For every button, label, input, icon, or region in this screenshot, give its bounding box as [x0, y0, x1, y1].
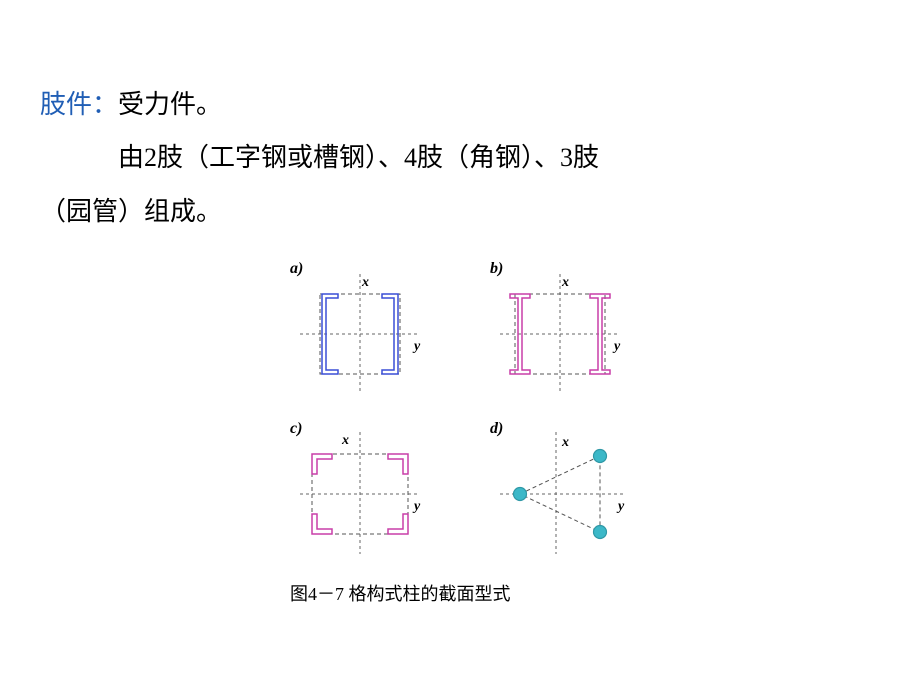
- heading-line-2: 由2肢（工字钢或槽钢）、4肢（角钢）、3肢: [40, 133, 880, 182]
- axis-label-y: y: [612, 339, 621, 354]
- axis-label-y: y: [412, 499, 421, 514]
- angle-tr-icon: [388, 454, 408, 474]
- tube-left-icon: [514, 488, 527, 501]
- heading-line-3: （园管）组成。: [40, 187, 880, 236]
- axes: [300, 432, 420, 554]
- axes: [300, 274, 420, 394]
- axis-label-y: y: [412, 339, 421, 354]
- angle-tl-icon: [312, 454, 332, 474]
- heading-rest-1: 受力件。: [118, 90, 222, 119]
- diagram-a: x y: [280, 264, 440, 404]
- figure-cell-c: c) x y: [280, 420, 440, 565]
- axis-label-y: y: [616, 499, 625, 514]
- figure-area: a) x y b): [280, 260, 700, 606]
- figure-cell-a: a) x y: [280, 260, 440, 405]
- figure-cell-b: b) x y: [480, 260, 640, 405]
- figure-row-1: a) x y b): [280, 260, 700, 405]
- figure-cell-d: d) x y: [480, 420, 640, 565]
- heading-line-1: 肢件：受力件。: [40, 80, 880, 129]
- tube-bottom-icon: [594, 526, 607, 539]
- axis-label-x: x: [341, 433, 349, 448]
- angle-br-icon: [388, 514, 408, 534]
- axis-label-x: x: [361, 275, 369, 290]
- diagram-c: x y: [280, 424, 440, 564]
- body-line-2: 由2肢（工字钢或槽钢）、4肢（角钢）、3肢: [118, 143, 599, 172]
- body-line-3: （园管）组成。: [40, 197, 222, 226]
- figure-row-2: c) x y d): [280, 420, 700, 565]
- diagram-d: x y: [480, 424, 640, 564]
- tube-top-icon: [594, 450, 607, 463]
- axis-label-x: x: [561, 275, 569, 290]
- angle-bl-icon: [312, 514, 332, 534]
- axis-label-x: x: [561, 435, 569, 450]
- figure-caption: 图4－7 格构式柱的截面型式: [290, 580, 550, 606]
- heading-label: 肢件：: [40, 90, 118, 119]
- diagram-b: x y: [480, 264, 640, 404]
